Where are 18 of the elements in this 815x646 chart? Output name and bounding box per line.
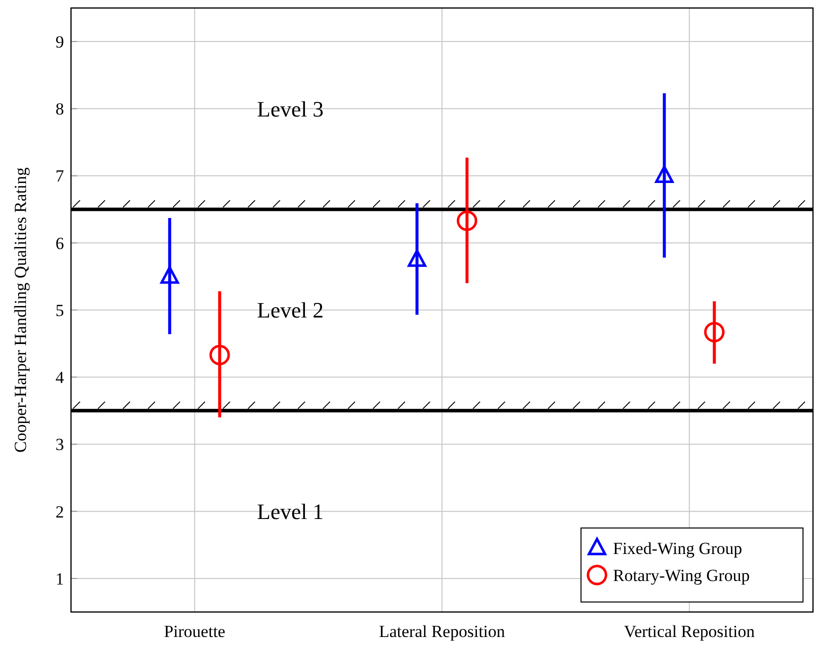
y-tick-label: 7 xyxy=(56,166,64,186)
y-tick-label: 5 xyxy=(56,300,64,320)
annotation: Level 2 xyxy=(257,298,324,323)
y-tick-label: 3 xyxy=(56,435,64,454)
legend-label: Fixed-Wing Group xyxy=(613,538,742,558)
x-tick-label: Vertical Reposition xyxy=(624,622,756,641)
y-tick-label: 9 xyxy=(56,32,64,52)
annotation: Level 1 xyxy=(257,499,324,524)
x-tick-label: Pirouette xyxy=(164,622,226,641)
y-tick-label: 6 xyxy=(56,234,64,253)
legend-label: Rotary-Wing Group xyxy=(613,566,750,585)
y-tick-label: 1 xyxy=(56,569,64,588)
annotation: Level 3 xyxy=(257,96,324,122)
y-tick-label: 8 xyxy=(56,100,64,119)
x-tick-label: Lateral Reposition xyxy=(378,622,506,641)
y-tick-label: 2 xyxy=(56,502,64,522)
y-axis-title: Cooper-Harper Handling Qualities Rating xyxy=(11,166,30,453)
y-tick-label: 4 xyxy=(56,368,64,388)
